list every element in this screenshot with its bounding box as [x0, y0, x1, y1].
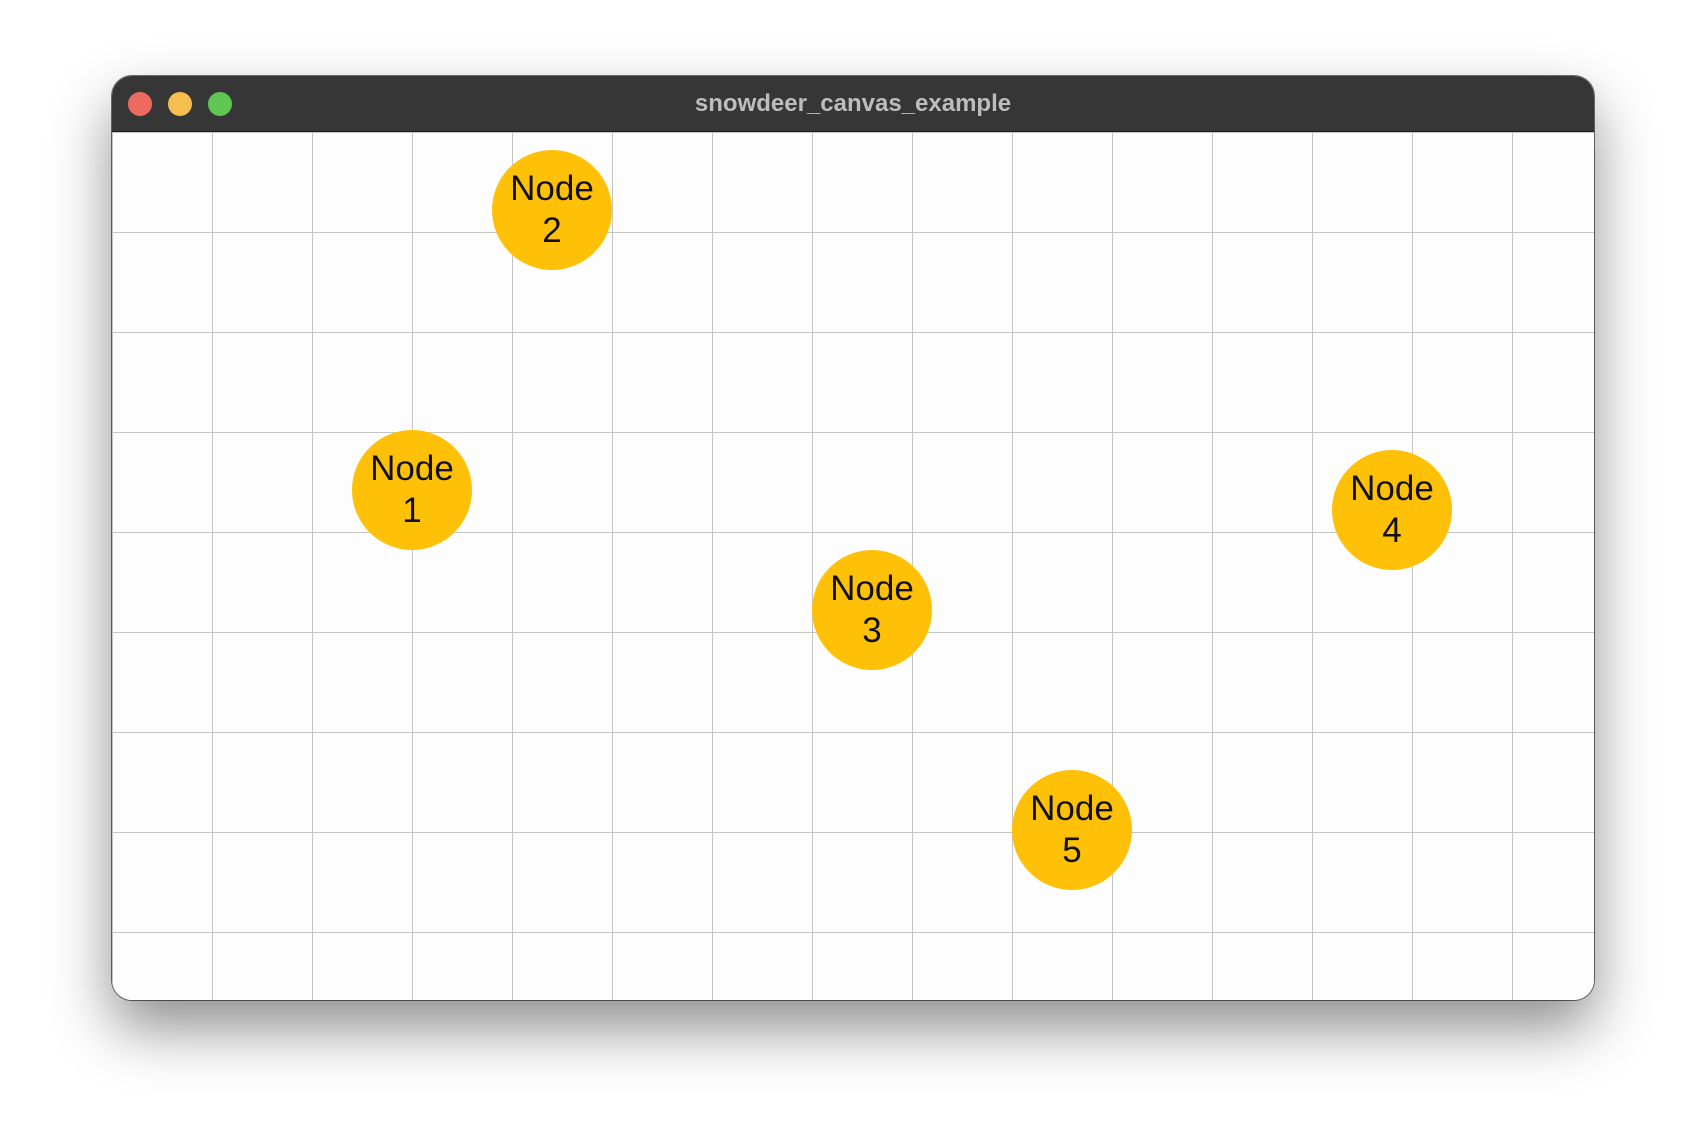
node-label: Node 1: [370, 449, 454, 530]
node-3[interactable]: Node 3: [812, 550, 932, 670]
title-bar[interactable]: snowdeer_canvas_example: [112, 76, 1594, 132]
maximize-window-button[interactable]: [208, 92, 232, 116]
close-window-button[interactable]: [128, 92, 152, 116]
node-5[interactable]: Node 5: [1012, 770, 1132, 890]
node-label: Node 4: [1350, 469, 1434, 550]
minimize-window-button[interactable]: [168, 92, 192, 116]
app-window: snowdeer_canvas_example Node 1 Node 2 No…: [112, 76, 1594, 1000]
node-4[interactable]: Node 4: [1332, 450, 1452, 570]
grid-canvas[interactable]: Node 1 Node 2 Node 3 Node 4 Node 5: [112, 132, 1594, 1000]
window-title: snowdeer_canvas_example: [694, 90, 1012, 117]
node-label: Node 3: [830, 569, 914, 650]
node-1[interactable]: Node 1: [352, 430, 472, 550]
node-label: Node 5: [1030, 789, 1114, 870]
node-label: Node 2: [510, 169, 594, 250]
node-2[interactable]: Node 2: [492, 150, 612, 270]
